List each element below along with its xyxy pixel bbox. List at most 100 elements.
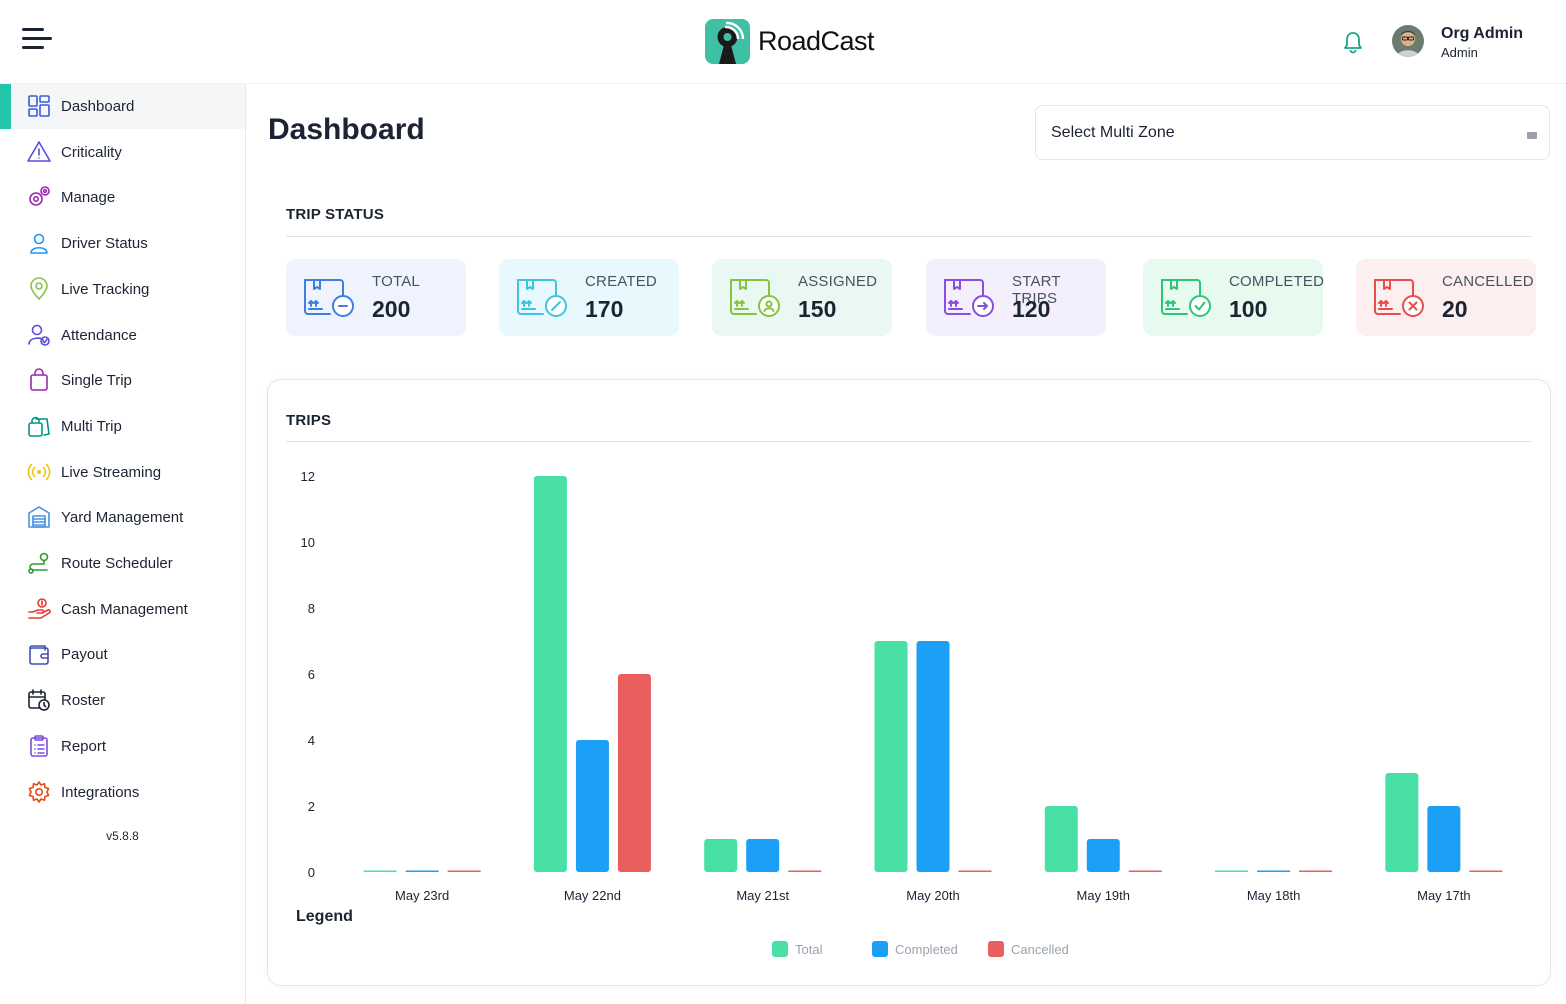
sidebar-item-integrations[interactable]: Integrations [0,770,245,815]
bar-cancelled[interactable] [617,674,651,872]
legend-label: Cancelled [1011,942,1069,957]
sidebar-item-live-streaming[interactable]: Live Streaming [0,450,245,495]
bar-total[interactable] [874,641,908,872]
bar-cancelled[interactable] [447,870,481,873]
divider [286,441,1532,442]
wallet-icon [29,645,49,666]
package-check-icon [1161,279,1211,317]
sidebar-item-single-trip[interactable]: Single Trip [0,358,245,403]
user-name: Org Admin [1441,25,1524,42]
status-card-start-trips[interactable]: START TRIPS 120 [926,259,1106,336]
x-tick-label: May 20th [906,888,959,903]
legend-swatch [872,941,888,957]
zone-select-placeholder: Select Multi Zone [1051,124,1175,141]
status-card-assigned[interactable]: ASSIGNED 150 [712,259,892,336]
legend-item-completed[interactable]: Completed [872,941,958,957]
legend-swatch [988,941,1004,957]
x-tick-label: May 22nd [564,888,621,903]
gears-icon [29,186,50,207]
sidebar-item-label: Multi Trip [61,417,122,435]
package-x-icon [1374,279,1424,317]
page-title: Dashboard [268,113,425,146]
sidebar-item-payout[interactable]: Payout [0,632,245,677]
bar-total[interactable] [704,839,738,872]
sidebar-item-criticality[interactable]: Criticality [0,130,245,175]
trips-bar-chart: 0 2 4 6 8 10 12 May 23rd May 22nd May 21st May 20t… [301,469,1503,957]
user-icon [30,233,48,254]
bar-completed[interactable] [1427,806,1461,872]
package-pencil-icon [517,279,567,317]
sidebar-item-label: Single Trip [61,372,132,390]
avatar-image [1392,25,1424,57]
status-card-total[interactable]: TOTAL 200 [286,259,466,336]
dashboard-icon [28,95,50,117]
y-tick-label: 6 [308,667,315,682]
bar-completed[interactable] [405,870,439,873]
status-card-created[interactable]: CREATED 170 [499,259,679,336]
bar-total[interactable] [1385,773,1419,872]
bar-completed[interactable] [916,641,950,872]
trips-chart-title: TRIPS [286,412,332,429]
sidebar-item-driver-status[interactable]: Driver Status [0,221,245,266]
sidebar-item-label: Manage [61,189,116,207]
bar-completed[interactable] [1257,870,1291,873]
bar-cancelled[interactable] [1469,870,1503,873]
package-arrow-icon [944,279,994,317]
sidebar-item-route-scheduler[interactable]: Route Scheduler [0,541,245,586]
sidebar-item-label: Criticality [61,143,122,161]
y-tick-label: 12 [301,469,315,484]
bar-completed[interactable] [1086,839,1120,872]
brand[interactable]: RoadCast [705,18,875,64]
broadcast-icon [27,463,51,480]
bar-cancelled[interactable] [1128,870,1162,873]
gear-icon [28,780,50,803]
bar-total[interactable] [363,870,397,873]
warehouse-icon [28,506,50,529]
sidebar-item-yard-management[interactable]: Yard Management [0,495,245,540]
sidebar-item-cash-management[interactable]: Cash Management [0,587,245,632]
status-card-value: 170 [585,296,624,322]
sidebar-item-live-tracking[interactable]: Live Tracking [0,267,245,312]
dropdown-icon [1527,132,1537,139]
sidebar-item-label: Attendance [61,326,137,344]
clipboard-icon [30,734,48,757]
package-user-icon [730,279,780,317]
status-card-label: COMPLETED [1229,273,1325,290]
bar-total[interactable] [1215,870,1249,873]
sidebar-item-roster[interactable]: Roster [0,678,245,723]
status-card-completed[interactable]: COMPLETED 100 [1143,259,1325,336]
status-card-value: 150 [798,296,837,322]
bar-cancelled[interactable] [1299,870,1333,873]
bar-completed[interactable] [575,740,609,872]
zone-select[interactable]: Select Multi Zone [1035,105,1550,160]
bar-cancelled[interactable] [788,870,822,873]
y-tick-label: 8 [308,601,315,616]
sidebar-item-report[interactable]: Report [0,724,245,769]
sidebar-item-multi-trip[interactable]: Multi Trip [0,404,245,449]
legend-item-total[interactable]: Total [772,941,823,957]
status-card-label: CREATED [585,273,657,290]
sidebar-item-label: Integrations [61,783,140,801]
status-card-value: 20 [1442,296,1468,322]
status-card-cancelled[interactable]: CANCELLED 20 [1356,259,1536,336]
warning-icon [27,140,51,162]
status-card-value: 120 [1012,296,1051,322]
bar-completed[interactable] [746,839,780,872]
menu-icon[interactable] [22,28,52,52]
sidebar-item-label: Live Streaming [61,463,162,481]
trips-chart-panel [267,379,1551,986]
x-tick-label: May 21st [736,888,789,903]
x-tick-label: May 19th [1077,888,1130,903]
sidebar-item-attendance[interactable]: Attendance [0,313,245,358]
notification-bell-icon[interactable] [1342,30,1364,54]
user-info[interactable]: Org Admin Admin [1441,25,1523,60]
sidebar-item-dashboard[interactable]: Dashboard [0,84,245,129]
bar-total[interactable] [533,476,567,872]
y-tick-label: 4 [308,733,315,748]
bar-cancelled[interactable] [958,870,992,873]
avatar[interactable] [1392,25,1424,57]
bar-total[interactable] [1044,806,1078,872]
legend-item-cancelled[interactable]: Cancelled [988,941,1069,957]
sidebar-item-manage[interactable]: Manage [0,175,245,220]
top-header: RoadCast Org Admin Admin [0,0,1566,84]
